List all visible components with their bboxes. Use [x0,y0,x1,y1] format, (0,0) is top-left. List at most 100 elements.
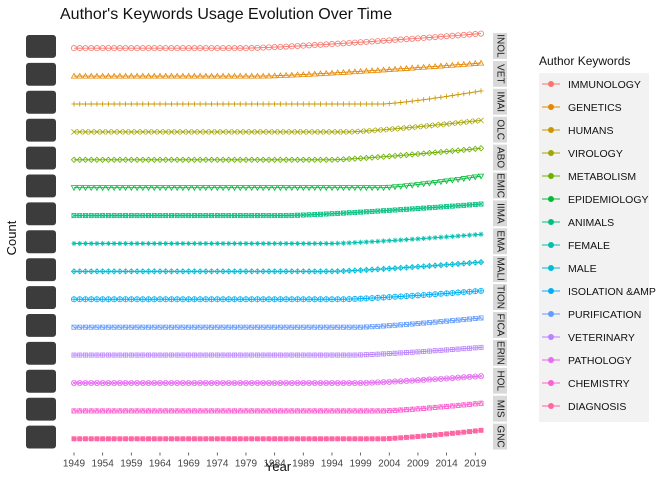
legend-item-diagnosis: DIAGNOSIS [542,401,626,413]
panel-metabolism: ABO [26,144,507,171]
data-point [180,407,186,414]
data-point [214,240,220,247]
data-point [328,41,335,48]
y-tick-labels-illegible [26,341,56,365]
data-point [317,156,324,163]
legend-label: EPIDEMIOLOGY [568,194,649,206]
data-point [288,156,295,163]
data-point [415,321,421,327]
facet-strip-label: MALI [495,257,506,280]
data-point [288,268,295,275]
data-point [420,150,427,157]
data-point [191,45,198,52]
data-point [375,351,381,357]
data-point [88,128,95,135]
data-point [449,147,456,155]
y-tick-labels-illegible [26,118,56,142]
data-point [363,185,370,192]
data-point [271,296,278,303]
data-point [208,268,215,275]
data-point [116,128,123,135]
legend-item-animals: ANIMALS [542,217,614,229]
data-point [403,321,409,327]
data-point [163,352,169,358]
data-point [300,379,307,386]
data-point [70,185,78,192]
data-point [248,185,255,192]
data-point [88,407,94,414]
data-point [312,324,318,330]
data-point [237,45,244,52]
facet-strip [493,284,507,310]
data-point [266,352,272,358]
data-point [294,71,301,78]
data-point [277,352,283,358]
panel-chemistry: MIS [26,395,507,422]
data-point [352,324,358,330]
data-point [311,268,318,275]
x-tick-label: 2004 [378,459,401,470]
series-line [74,175,482,189]
data-point [283,296,290,303]
data-point [328,296,335,303]
data-point [94,101,100,107]
data-point [357,39,364,46]
data-point [128,101,134,107]
data-point [226,352,232,358]
data-point [214,268,221,275]
data-point [249,213,255,219]
data-point [225,156,232,163]
data-point [305,156,313,163]
data-point [272,240,278,247]
data-point [392,293,399,300]
data-point [180,128,186,135]
data-point [88,296,95,303]
data-point [358,239,364,245]
data-point [397,183,405,190]
data-point [260,128,267,135]
data-point [317,240,324,247]
data-point [134,296,141,303]
data-point [398,207,404,213]
legend-key-dot [548,288,554,294]
data-point [323,407,329,414]
data-point [351,267,359,274]
data-point [289,407,295,414]
data-point [248,268,255,275]
data-point [248,45,255,52]
data-point [409,206,415,212]
data-point [328,69,336,76]
data-point [380,238,387,244]
data-point [105,101,111,107]
data-point [157,213,163,219]
data-point [426,96,433,102]
data-point [374,153,381,161]
data-point [431,62,439,69]
panel-diagnosis: GNC [26,423,507,450]
data-point [329,128,335,135]
data-point [71,436,77,442]
data-point [197,324,203,330]
data-point [369,407,375,414]
data-point [328,268,336,275]
data-point [328,185,336,192]
data-point [323,268,330,275]
data-point [156,296,163,303]
data-point [335,352,341,358]
data-point [432,291,439,298]
data-point [242,268,250,275]
data-point [374,38,381,45]
series-line [74,90,482,105]
data-point [277,379,284,386]
data-point [185,268,192,275]
data-point [123,436,129,442]
data-point [392,36,399,43]
data-point [358,324,364,330]
facet-strip-label: MIS [495,400,506,418]
data-point [186,240,192,247]
data-point [232,352,237,358]
data-point [340,352,346,358]
data-point [266,240,272,247]
legend-key-dot [548,173,554,179]
data-point [191,407,198,414]
